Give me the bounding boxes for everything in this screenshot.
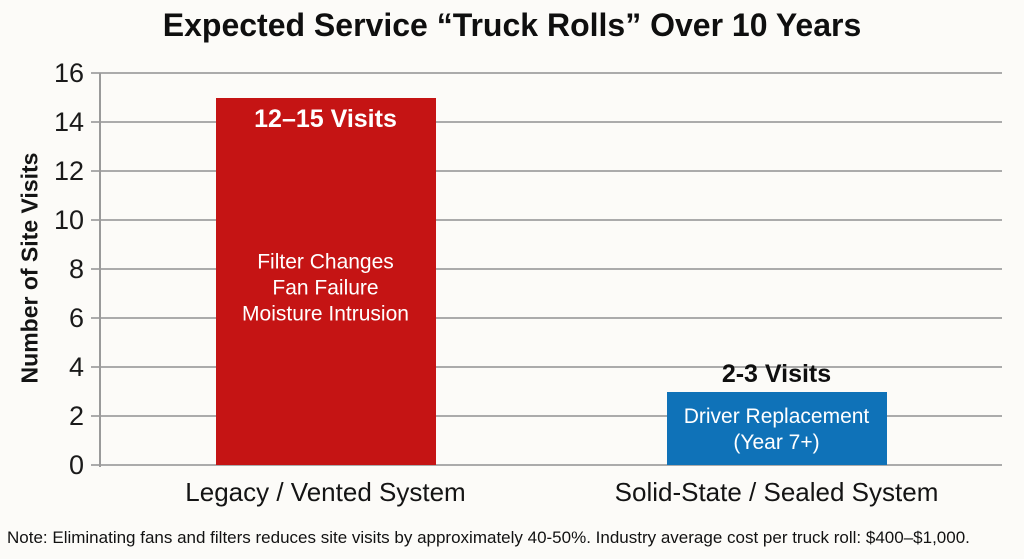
gridline-6 [91,317,1002,319]
bar-detail-line: Fan Failure [272,276,379,300]
gridline-10 [91,219,1002,221]
x-category-label: Legacy / Vented System [185,477,466,507]
gridline-14 [91,121,1002,123]
gridline-0 [91,464,1002,466]
gridline-16 [91,72,1002,74]
bar-detail-line: Filter Changes [257,250,394,274]
y-tick-label-10: 10 [53,205,84,235]
y-tick-label-0: 0 [68,450,84,480]
gridline-8 [91,268,1002,270]
y-axis-line [99,73,101,467]
y-tick-label-4: 4 [68,352,84,382]
bar-value-label: 2-3 Visits [721,359,832,388]
bar-detail-line: Driver Replacement [683,404,870,428]
y-tick-label-12: 12 [53,156,84,186]
chart-title: Expected Service “Truck Rolls” Over 10 Y… [162,7,862,43]
y-tick-label-6: 6 [68,303,84,333]
y-tick-label-8: 8 [68,254,84,284]
bar-legacy-vented-system: 12–15 Visits Filter Changes Fan Failure Moi… [215,97,436,465]
bar-value-label: 12–15 Visits [254,104,397,133]
bar-detail-line: Moisture Intrusion [242,302,409,326]
y-tick-label-14: 14 [53,107,84,137]
y-tick-label-2: 2 [68,401,84,431]
gridline-4 [91,366,1002,368]
bar-detail-line: (Year 7+) [733,430,820,454]
gridline-12 [91,170,1002,172]
y-tick-label-16: 16 [53,58,84,88]
x-category-label: Solid-State / Sealed System [614,477,939,507]
gridline-2 [91,415,1002,417]
bar-detail-text: Driver Replacement (Year 7+) [667,403,887,456]
footnote: Note: Eliminating fans and filters reduc… [7,528,970,547]
bar-solid-state-sealed-system: 2-3 Visits Driver Replacement (Year 7+) [666,360,887,465]
bar-detail-text: Filter Changes Fan Failure Moisture Intrus… [216,249,436,328]
